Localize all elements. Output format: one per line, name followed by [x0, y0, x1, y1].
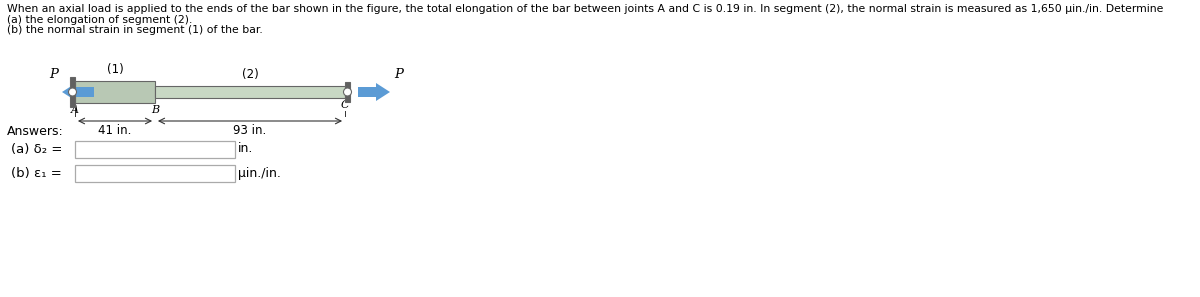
Text: Answers:: Answers: — [7, 125, 64, 138]
Text: B: B — [151, 105, 160, 115]
Bar — [155, 86, 346, 98]
Text: (1): (1) — [107, 63, 124, 76]
Text: (b) ε₁ =: (b) ε₁ = — [11, 167, 61, 179]
Polygon shape — [62, 83, 76, 101]
Circle shape — [343, 88, 352, 96]
Text: P: P — [394, 68, 403, 81]
Polygon shape — [376, 83, 390, 101]
Text: 41 in.: 41 in. — [98, 124, 132, 137]
Bar — [346, 82, 350, 102]
Text: C: C — [341, 100, 349, 110]
Text: (a) δ₂ =: (a) δ₂ = — [11, 143, 62, 156]
Text: (a) the elongation of segment (2).: (a) the elongation of segment (2). — [7, 15, 192, 25]
Bar — [74, 165, 235, 181]
Text: (b) the normal strain in segment (1) of the bar.: (b) the normal strain in segment (1) of … — [7, 25, 263, 35]
Text: 93 in.: 93 in. — [233, 124, 266, 137]
Circle shape — [68, 88, 77, 96]
Text: μin./in.: μin./in. — [238, 167, 281, 179]
Text: P: P — [49, 68, 58, 81]
Bar — [74, 81, 155, 103]
Text: When an axial load is applied to the ends of the bar shown in the figure, the to: When an axial load is applied to the end… — [7, 4, 1163, 14]
Bar — [70, 77, 74, 107]
Bar — [76, 87, 94, 97]
Bar — [74, 140, 235, 157]
Text: A: A — [71, 105, 79, 115]
Text: in.: in. — [238, 143, 253, 156]
Bar — [358, 87, 376, 97]
Text: (2): (2) — [241, 68, 258, 81]
